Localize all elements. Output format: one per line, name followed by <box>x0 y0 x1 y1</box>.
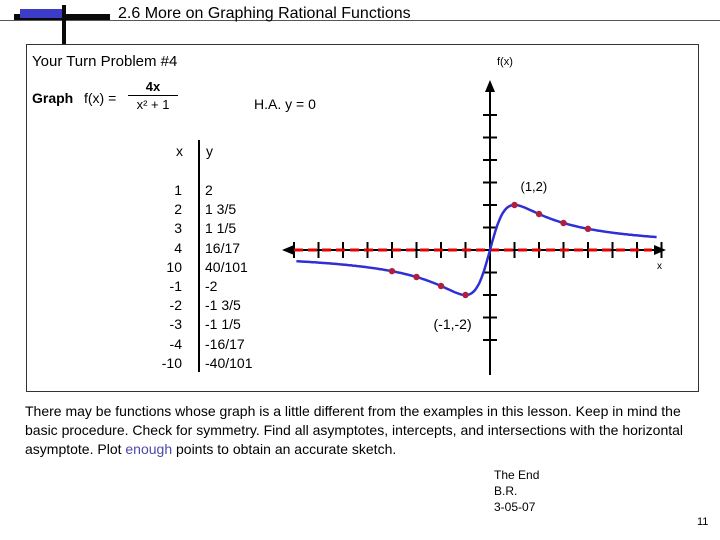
table-x-value-3: 4 <box>174 239 182 256</box>
end-line-0: The End <box>494 468 540 482</box>
y-axis-label: f(x) <box>497 56 513 68</box>
point-label-min: (-1,-2) <box>434 316 472 332</box>
table-y-value-1: 1 3/5 <box>205 201 237 218</box>
problem-panel <box>26 44 699 392</box>
title-underline <box>0 20 720 21</box>
horizontal-asymptote-label: H.A. y = 0 <box>254 96 316 112</box>
table-y-value-7: -1 1/5 <box>205 316 241 333</box>
table-x-value-4: 10 <box>166 258 182 275</box>
table-header-y: y <box>206 143 213 159</box>
plotted-point-1 <box>413 273 420 281</box>
table-divider <box>198 140 200 372</box>
plotted-point-2 <box>437 282 445 290</box>
problem-heading: Your Turn Problem #4 <box>32 53 178 70</box>
table-y-value-2: 1 1/5 <box>205 220 237 237</box>
table-x-value-1: 2 <box>174 201 182 218</box>
plotted-point-4 <box>511 201 518 209</box>
slide-title: 2.6 More on Graphing Rational Functions <box>118 5 411 22</box>
end-line-1: B.R. <box>494 484 518 498</box>
table-y-value-8: -16/17 <box>205 335 245 352</box>
table-y-value-9: -40/101 <box>205 354 253 371</box>
table-x-value-8: -4 <box>169 335 182 352</box>
fraction-bar <box>128 95 178 96</box>
summary-text-start: There may be functions whose graph is a … <box>25 403 684 457</box>
function-numerator: 4x <box>145 79 161 94</box>
table-x-value-9: -10 <box>161 354 182 371</box>
x-axis-label: x <box>657 261 662 272</box>
table-y-value-6: -1 3/5 <box>205 297 241 314</box>
function-graph: (1,2) (-1,-2) x <box>282 80 666 375</box>
summary-paragraph: There may be functions whose graph is a … <box>25 402 715 459</box>
table-x-value-6: -2 <box>169 297 182 314</box>
function-denominator: x² + 1 <box>136 97 170 112</box>
page-number: 11 <box>697 516 709 528</box>
summary-text-end: points to obtain an accurate sketch. <box>172 441 397 457</box>
title-decoration-accent <box>20 9 66 18</box>
table-y-value-5: -2 <box>205 278 218 295</box>
end-credits: The End B.R. 3-05-07 <box>494 467 539 515</box>
plotted-point-5 <box>535 210 543 218</box>
x-axis-arrow-right <box>654 245 666 255</box>
function-fraction: 4x x² + 1 <box>128 79 178 112</box>
table-y-value-4: 40/101 <box>205 258 248 275</box>
point-label-max: (1,2) <box>521 179 548 194</box>
title-decoration-post <box>62 5 66 45</box>
table-x-value-5: -1 <box>169 278 182 295</box>
table-y-value-3: 16/17 <box>205 239 241 256</box>
table-x-value-2: 3 <box>174 220 182 237</box>
summary-highlight: enough <box>125 441 173 457</box>
table-x-value-0: 1 <box>174 182 182 198</box>
y-axis-arrow <box>485 80 495 92</box>
table-x-column: 1 2 3 4 10 -1 -2 -3 -4 -10 <box>142 181 182 373</box>
plotted-point-7 <box>584 225 592 233</box>
function-lhs: f(x) = <box>84 90 117 106</box>
table-x-value-7: -3 <box>169 316 182 333</box>
table-header-x: x <box>176 143 183 159</box>
x-axis-arrow-left <box>282 245 294 255</box>
plotted-point-0 <box>388 267 396 275</box>
table-y-column: 2 1 3/5 1 1/5 16/17 40/101 -2 -1 3/5 -1 1/5 -16/… <box>205 181 252 373</box>
graph-instruction: Graph <box>32 90 74 106</box>
plotted-point-6 <box>560 219 567 227</box>
function-curve <box>296 203 657 297</box>
table-y-value-0: 2 <box>205 182 213 198</box>
end-line-2: 3-05-07 <box>494 500 536 514</box>
plotted-point-3 <box>462 291 469 299</box>
